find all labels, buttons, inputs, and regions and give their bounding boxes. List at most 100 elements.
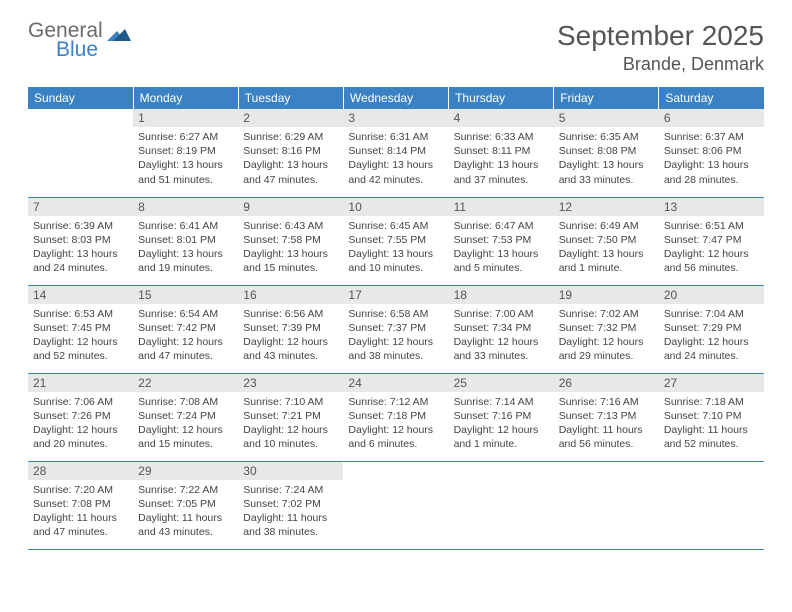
calendar-day-cell: 18Sunrise: 7:00 AMSunset: 7:34 PMDayligh…: [449, 285, 554, 373]
day-details: Sunrise: 6:56 AMSunset: 7:39 PMDaylight:…: [238, 304, 343, 368]
daylight-line: Daylight: 12 hours and 20 minutes.: [33, 423, 128, 451]
sunset-line: Sunset: 8:14 PM: [348, 144, 443, 158]
calendar-day-cell: 19Sunrise: 7:02 AMSunset: 7:32 PMDayligh…: [554, 285, 659, 373]
sunset-line: Sunset: 7:55 PM: [348, 233, 443, 247]
daylight-line: Daylight: 13 hours and 15 minutes.: [243, 247, 338, 275]
sunset-line: Sunset: 7:24 PM: [138, 409, 233, 423]
calendar-day-cell: 27Sunrise: 7:18 AMSunset: 7:10 PMDayligh…: [659, 373, 764, 461]
day-number: 24: [343, 374, 448, 392]
daylight-line: Daylight: 13 hours and 42 minutes.: [348, 158, 443, 186]
sunrise-line: Sunrise: 6:58 AM: [348, 307, 443, 321]
sunrise-line: Sunrise: 6:27 AM: [138, 130, 233, 144]
day-number: 9: [238, 198, 343, 216]
sunset-line: Sunset: 8:03 PM: [33, 233, 128, 247]
month-title: September 2025: [557, 20, 764, 52]
day-details: Sunrise: 6:53 AMSunset: 7:45 PMDaylight:…: [28, 304, 133, 368]
day-number: 26: [554, 374, 659, 392]
calendar-week-row: 28Sunrise: 7:20 AMSunset: 7:08 PMDayligh…: [28, 461, 764, 549]
day-number: 4: [449, 109, 554, 127]
day-number: 19: [554, 286, 659, 304]
calendar-day-cell: 21Sunrise: 7:06 AMSunset: 7:26 PMDayligh…: [28, 373, 133, 461]
sunset-line: Sunset: 7:08 PM: [33, 497, 128, 511]
weekday-header: Wednesday: [343, 87, 448, 109]
calendar-empty-cell: [28, 109, 133, 197]
day-details: Sunrise: 7:12 AMSunset: 7:18 PMDaylight:…: [343, 392, 448, 456]
daylight-line: Daylight: 12 hours and 15 minutes.: [138, 423, 233, 451]
daylight-line: Daylight: 13 hours and 33 minutes.: [559, 158, 654, 186]
calendar-day-cell: 5Sunrise: 6:35 AMSunset: 8:08 PMDaylight…: [554, 109, 659, 197]
sunrise-line: Sunrise: 7:04 AM: [664, 307, 759, 321]
day-details: Sunrise: 6:45 AMSunset: 7:55 PMDaylight:…: [343, 216, 448, 280]
sunset-line: Sunset: 7:16 PM: [454, 409, 549, 423]
day-number: 15: [133, 286, 238, 304]
sunrise-line: Sunrise: 6:35 AM: [559, 130, 654, 144]
weekday-header: Sunday: [28, 87, 133, 109]
day-number: 25: [449, 374, 554, 392]
day-number: 18: [449, 286, 554, 304]
sunrise-line: Sunrise: 6:54 AM: [138, 307, 233, 321]
day-number: 28: [28, 462, 133, 480]
sunrise-line: Sunrise: 6:51 AM: [664, 219, 759, 233]
day-details: Sunrise: 7:00 AMSunset: 7:34 PMDaylight:…: [449, 304, 554, 368]
day-details: Sunrise: 6:49 AMSunset: 7:50 PMDaylight:…: [554, 216, 659, 280]
sunrise-line: Sunrise: 7:16 AM: [559, 395, 654, 409]
day-number: 30: [238, 462, 343, 480]
sunrise-line: Sunrise: 7:22 AM: [138, 483, 233, 497]
sunrise-line: Sunrise: 7:10 AM: [243, 395, 338, 409]
calendar-day-cell: 25Sunrise: 7:14 AMSunset: 7:16 PMDayligh…: [449, 373, 554, 461]
calendar-day-cell: 2Sunrise: 6:29 AMSunset: 8:16 PMDaylight…: [238, 109, 343, 197]
sunset-line: Sunset: 7:58 PM: [243, 233, 338, 247]
day-number: 20: [659, 286, 764, 304]
calendar-day-cell: 26Sunrise: 7:16 AMSunset: 7:13 PMDayligh…: [554, 373, 659, 461]
weekday-header: Monday: [133, 87, 238, 109]
flag-icon: [107, 25, 131, 50]
day-number: 13: [659, 198, 764, 216]
daylight-line: Daylight: 12 hours and 47 minutes.: [138, 335, 233, 363]
calendar-page: General Blue September 2025 Brande, Denm…: [0, 0, 792, 570]
sunset-line: Sunset: 7:50 PM: [559, 233, 654, 247]
day-number: 6: [659, 109, 764, 127]
day-number: 2: [238, 109, 343, 127]
calendar-week-row: 7Sunrise: 6:39 AMSunset: 8:03 PMDaylight…: [28, 197, 764, 285]
calendar-day-cell: 29Sunrise: 7:22 AMSunset: 7:05 PMDayligh…: [133, 461, 238, 549]
sunrise-line: Sunrise: 6:53 AM: [33, 307, 128, 321]
day-details: Sunrise: 6:39 AMSunset: 8:03 PMDaylight:…: [28, 216, 133, 280]
daylight-line: Daylight: 13 hours and 10 minutes.: [348, 247, 443, 275]
weekday-header: Thursday: [449, 87, 554, 109]
daylight-line: Daylight: 13 hours and 37 minutes.: [454, 158, 549, 186]
daylight-line: Daylight: 12 hours and 24 minutes.: [664, 335, 759, 363]
day-details: Sunrise: 7:18 AMSunset: 7:10 PMDaylight:…: [659, 392, 764, 456]
calendar-week-row: 21Sunrise: 7:06 AMSunset: 7:26 PMDayligh…: [28, 373, 764, 461]
calendar-day-cell: 28Sunrise: 7:20 AMSunset: 7:08 PMDayligh…: [28, 461, 133, 549]
sunset-line: Sunset: 7:02 PM: [243, 497, 338, 511]
day-number: 3: [343, 109, 448, 127]
sunset-line: Sunset: 7:34 PM: [454, 321, 549, 335]
day-details: Sunrise: 7:20 AMSunset: 7:08 PMDaylight:…: [28, 480, 133, 544]
calendar-day-cell: 30Sunrise: 7:24 AMSunset: 7:02 PMDayligh…: [238, 461, 343, 549]
day-number: 14: [28, 286, 133, 304]
sunrise-line: Sunrise: 7:12 AM: [348, 395, 443, 409]
day-details: Sunrise: 7:16 AMSunset: 7:13 PMDaylight:…: [554, 392, 659, 456]
calendar-day-cell: 23Sunrise: 7:10 AMSunset: 7:21 PMDayligh…: [238, 373, 343, 461]
sunrise-line: Sunrise: 6:39 AM: [33, 219, 128, 233]
daylight-line: Daylight: 12 hours and 33 minutes.: [454, 335, 549, 363]
sunset-line: Sunset: 7:18 PM: [348, 409, 443, 423]
calendar-day-cell: 7Sunrise: 6:39 AMSunset: 8:03 PMDaylight…: [28, 197, 133, 285]
daylight-line: Daylight: 13 hours and 1 minute.: [559, 247, 654, 275]
sunset-line: Sunset: 7:42 PM: [138, 321, 233, 335]
sunset-line: Sunset: 7:53 PM: [454, 233, 549, 247]
calendar-day-cell: 9Sunrise: 6:43 AMSunset: 7:58 PMDaylight…: [238, 197, 343, 285]
day-number: 12: [554, 198, 659, 216]
calendar-week-row: 14Sunrise: 6:53 AMSunset: 7:45 PMDayligh…: [28, 285, 764, 373]
day-details: Sunrise: 7:24 AMSunset: 7:02 PMDaylight:…: [238, 480, 343, 544]
calendar-empty-cell: [343, 461, 448, 549]
daylight-line: Daylight: 12 hours and 10 minutes.: [243, 423, 338, 451]
calendar-empty-cell: [659, 461, 764, 549]
day-number: 22: [133, 374, 238, 392]
weekday-header: Saturday: [659, 87, 764, 109]
daylight-line: Daylight: 13 hours and 5 minutes.: [454, 247, 549, 275]
calendar-day-cell: 1Sunrise: 6:27 AMSunset: 8:19 PMDaylight…: [133, 109, 238, 197]
day-details: Sunrise: 7:14 AMSunset: 7:16 PMDaylight:…: [449, 392, 554, 456]
sunset-line: Sunset: 8:11 PM: [454, 144, 549, 158]
day-number: 16: [238, 286, 343, 304]
